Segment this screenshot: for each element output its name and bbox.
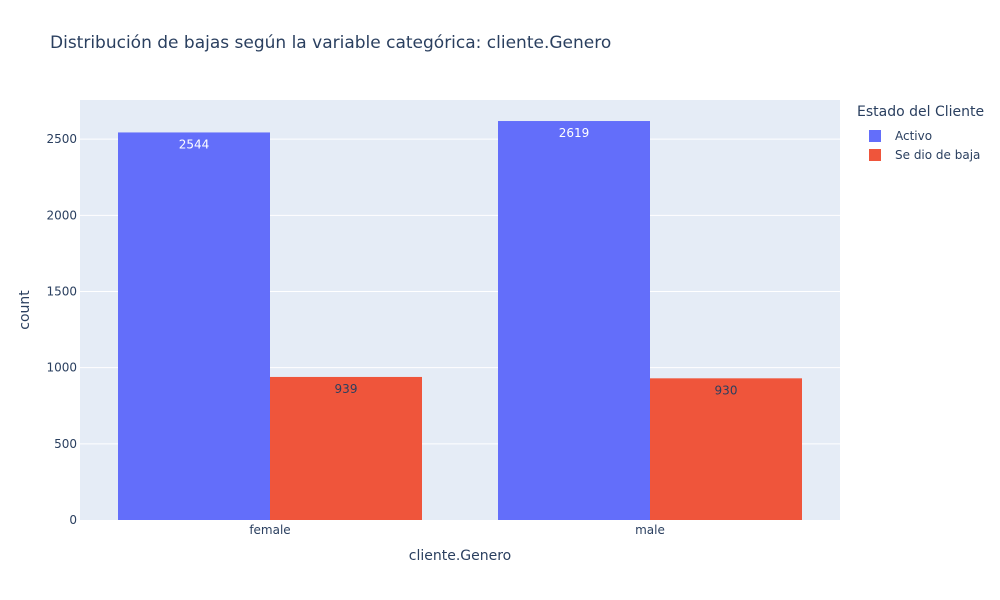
bar-male-se-dio-de-baja[interactable] [650, 378, 802, 520]
y-tick-label-1000: 1000 [46, 361, 77, 375]
legend: Estado del Cliente Activo Se dio de baja [857, 104, 984, 164]
bar-female-activo[interactable] [118, 132, 270, 521]
y-tick-label-2000: 2000 [46, 208, 77, 222]
legend-item-se-dio-de-baja[interactable]: Se dio de baja [857, 145, 984, 164]
bar-male-activo[interactable] [498, 121, 650, 520]
y-tick-label-2500: 2500 [46, 132, 77, 146]
legend-swatch-se-dio-de-baja [869, 148, 881, 161]
bar-label-male-activo: 2619 [559, 126, 590, 140]
chart-title: Distribución de bajas según la variable … [50, 33, 612, 53]
legend-item-activo[interactable]: Activo [857, 126, 984, 145]
legend-label-se-dio-de-baja: Se dio de baja [895, 147, 981, 162]
bar-female-se-dio-de-baja[interactable] [270, 376, 422, 520]
x-tick-label-male: male [635, 523, 665, 537]
x-axis-title: cliente.Genero [409, 548, 511, 564]
bar-label-female-se-dio-de-baja: 939 [335, 382, 358, 396]
legend-swatch-activo [869, 129, 881, 142]
y-tick-label-500: 500 [54, 437, 77, 451]
bar-labels: 2544 939 2619 930 [179, 126, 738, 397]
y-axis-title: count [17, 290, 33, 330]
bar-label-male-se-dio-de-baja: 930 [715, 383, 738, 397]
legend-title: Estado del Cliente [857, 104, 985, 120]
y-axis-ticks: 0 500 1000 1500 2000 2500 [46, 132, 77, 527]
y-tick-label-0: 0 [69, 513, 77, 527]
bar-label-female-activo: 2544 [179, 137, 210, 151]
x-axis-ticks: female male [249, 523, 665, 537]
legend-label-activo: Activo [895, 128, 933, 143]
y-tick-label-1500: 1500 [46, 284, 77, 298]
bars [118, 121, 802, 521]
x-tick-label-female: female [249, 523, 290, 537]
